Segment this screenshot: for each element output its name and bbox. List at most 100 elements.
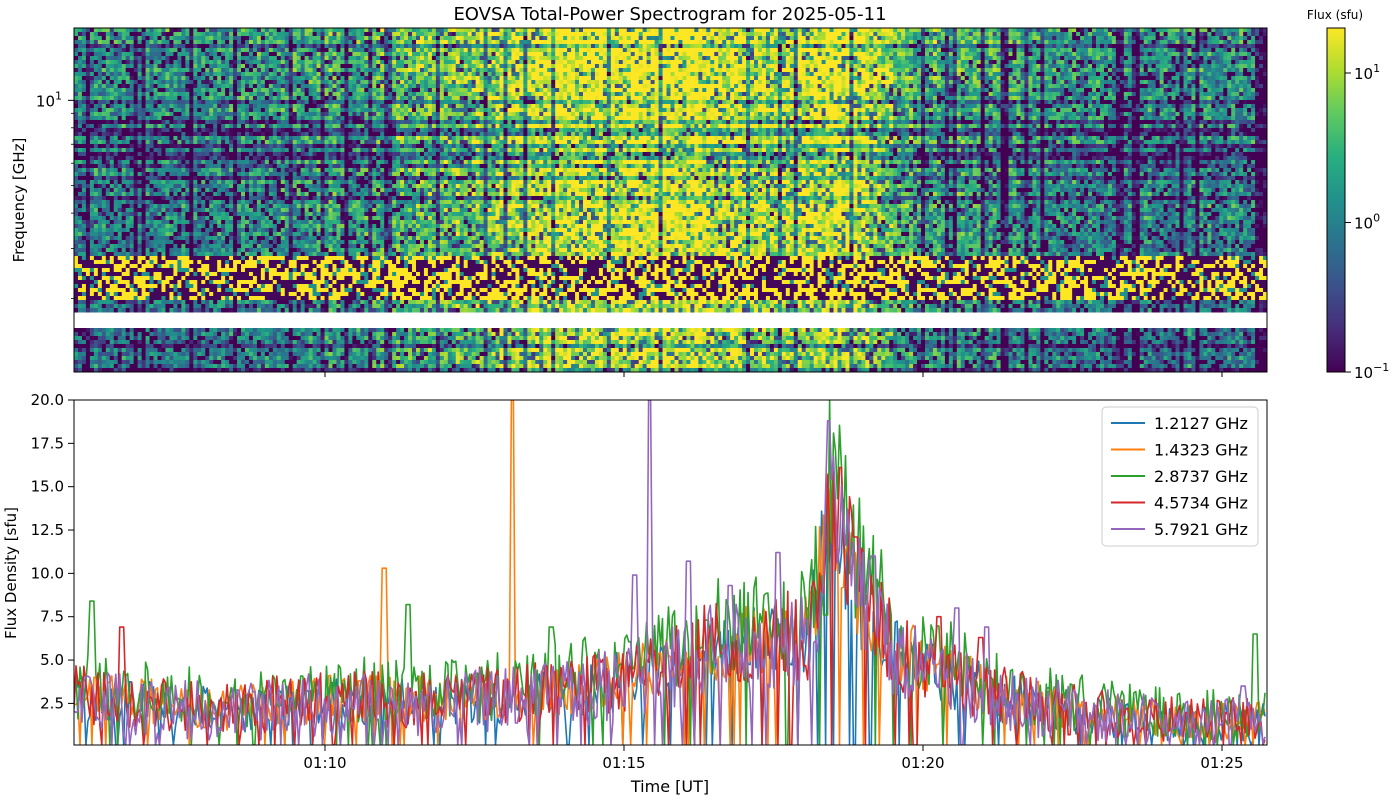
- heatmap-cell: [193, 68, 198, 73]
- heatmap-cell: [1191, 84, 1196, 89]
- heatmap-cell: [173, 64, 178, 69]
- heatmap-cell: [869, 56, 874, 61]
- heatmap-cell: [463, 72, 469, 77]
- heatmap-cell: [964, 56, 970, 61]
- heatmap-cell: [746, 48, 751, 53]
- heatmap-cell: [85, 80, 91, 85]
- heatmap-cell: [563, 36, 568, 41]
- heatmap-cell: [439, 76, 445, 81]
- heatmap-cell: [1211, 44, 1216, 49]
- heatmap-cell: [698, 36, 703, 41]
- heatmap-cell: [105, 48, 111, 53]
- heatmap-cell: [97, 52, 103, 57]
- heatmap-cell: [304, 64, 310, 69]
- heatmap-cell: [324, 92, 330, 97]
- heatmap-cell: [642, 68, 648, 73]
- heatmap-cell: [1099, 76, 1105, 81]
- heatmap-cell: [893, 84, 898, 89]
- heatmap-cell: [666, 76, 671, 81]
- heatmap-cell: [1008, 56, 1013, 61]
- heatmap-cell: [1096, 44, 1101, 49]
- heatmap-cell: [638, 92, 644, 97]
- heatmap-cell: [1239, 36, 1244, 41]
- heatmap-cell: [129, 40, 135, 45]
- heatmap-cell: [853, 64, 858, 69]
- heatmap-cell: [988, 48, 994, 53]
- heatmap-cell: [515, 56, 520, 61]
- heatmap-cell: [944, 80, 950, 85]
- heatmap-cell: [173, 92, 178, 97]
- heatmap-cell: [121, 48, 127, 53]
- heatmap-cell: [845, 72, 850, 77]
- heatmap-cell: [789, 92, 795, 97]
- heatmap-cell: [1004, 72, 1010, 77]
- heatmap-cell: [547, 60, 552, 65]
- heatmap-cell: [1227, 52, 1232, 57]
- heatmap-cell: [491, 44, 497, 49]
- heatmap-cell: [571, 84, 576, 89]
- heatmap-cell: [451, 84, 457, 89]
- heatmap-cell: [268, 72, 274, 77]
- heatmap-cell: [328, 44, 333, 49]
- heatmap-cell: [590, 32, 596, 37]
- heatmap-cell: [1107, 28, 1113, 33]
- heatmap-cell: [1155, 40, 1161, 45]
- heatmap-cell: [316, 68, 322, 73]
- heatmap-cell: [1115, 76, 1121, 81]
- heatmap-cell: [475, 76, 481, 81]
- heatmap-cell: [372, 92, 377, 97]
- heatmap-cell: [431, 36, 437, 41]
- heatmap-cell: [1032, 72, 1037, 77]
- heatmap-cell: [209, 32, 214, 37]
- heatmap-cell: [702, 84, 707, 89]
- heatmap-cell: [356, 60, 361, 65]
- heatmap-cell: [948, 88, 954, 93]
- heatmap-cell: [789, 32, 795, 37]
- heatmap-cell: [376, 48, 381, 53]
- heatmap-cell: [531, 44, 536, 49]
- heatmap-cell: [419, 40, 425, 45]
- heatmap-cell: [1211, 48, 1216, 53]
- heatmap-cell: [567, 80, 572, 85]
- heatmap-cell: [471, 88, 477, 93]
- heatmap-cell: [133, 28, 139, 33]
- heatmap-cell: [380, 72, 385, 77]
- heatmap-cell: [793, 88, 799, 93]
- heatmap-cell: [511, 60, 516, 65]
- heatmap-cell: [1024, 68, 1029, 73]
- heatmap-cell: [396, 32, 401, 37]
- heatmap-cell: [845, 44, 850, 49]
- heatmap-cell: [1052, 72, 1057, 77]
- heatmap-cell: [89, 80, 95, 85]
- heatmap-cell: [1175, 72, 1181, 77]
- heatmap-cell: [312, 92, 318, 97]
- heatmap-cell: [221, 68, 226, 73]
- heatmap-cell: [121, 64, 127, 69]
- heatmap-cell: [213, 48, 218, 53]
- heatmap-cell: [781, 32, 787, 37]
- heatmap-cell: [101, 84, 107, 89]
- heatmap-cell: [817, 48, 823, 53]
- heatmap-cell: [169, 72, 174, 77]
- heatmap-cell: [857, 76, 862, 81]
- heatmap-cell: [678, 56, 683, 61]
- heatmap-cell: [793, 84, 799, 89]
- heatmap-cell: [527, 68, 532, 73]
- heatmap-cell: [499, 56, 504, 61]
- heatmap-cell: [1263, 36, 1267, 41]
- heatmap-cell: [1052, 88, 1057, 93]
- heatmap-cell: [1143, 76, 1149, 81]
- heatmap-cell: [201, 68, 206, 73]
- heatmap-cell: [567, 68, 572, 73]
- heatmap-cell: [1060, 88, 1065, 93]
- heatmap-cell: [865, 48, 870, 53]
- heatmap-cell: [201, 72, 206, 77]
- heatmap-cell: [551, 80, 556, 85]
- heatmap-cell: [654, 92, 660, 97]
- heatmap-cell: [833, 40, 839, 45]
- heatmap-cell: [972, 60, 978, 65]
- heatmap-cell: [801, 44, 807, 49]
- heatmap-cell: [606, 88, 612, 93]
- heatmap-cell: [543, 36, 548, 41]
- heatmap-cell: [408, 88, 413, 93]
